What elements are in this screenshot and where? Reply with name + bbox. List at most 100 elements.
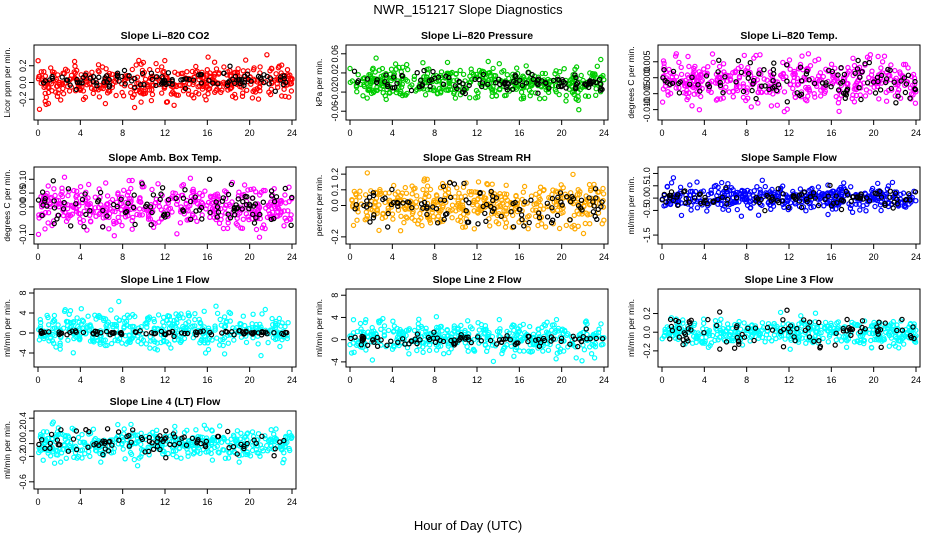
reference-point — [90, 78, 97, 85]
x-axis: 0 4 8 12 16 20 24 — [659, 243, 921, 262]
reference-point — [661, 67, 667, 73]
data-point — [443, 87, 449, 93]
data-point — [187, 175, 194, 181]
data-point — [497, 86, 503, 93]
reference-point — [93, 80, 100, 86]
data-point — [697, 71, 703, 78]
reference-point — [244, 193, 250, 200]
reference-point — [586, 78, 593, 85]
reference-point — [180, 195, 187, 201]
data-point — [452, 95, 459, 101]
reference-point — [399, 72, 405, 79]
reference-point — [554, 212, 561, 219]
data-point — [903, 78, 910, 85]
reference-point — [842, 95, 849, 102]
data-point — [45, 220, 51, 226]
reference-point — [225, 191, 232, 198]
data-point — [257, 79, 264, 86]
data-point — [225, 220, 231, 226]
data-point — [97, 194, 103, 200]
data-point — [399, 75, 406, 82]
data-point — [696, 106, 703, 113]
data-point — [748, 104, 755, 110]
reference-point — [662, 77, 668, 84]
data-point — [125, 189, 132, 195]
reference-point — [511, 78, 517, 85]
reference-point — [857, 74, 863, 80]
data-point — [441, 351, 447, 357]
data-point — [895, 82, 901, 88]
data-point — [220, 225, 227, 232]
data-point — [533, 191, 539, 197]
reference-point — [475, 221, 481, 227]
y-tick-label: 0.06 — [330, 45, 340, 63]
data-point — [222, 205, 228, 211]
data-point — [518, 89, 525, 95]
data-point — [878, 207, 884, 214]
data-point — [665, 88, 671, 95]
data-point — [199, 192, 205, 199]
data-point — [438, 69, 445, 75]
data-point — [241, 182, 248, 188]
reference-point — [756, 71, 762, 77]
reference-point — [887, 188, 894, 194]
data-point — [485, 58, 491, 65]
x-axis: 0 4 8 12 16 20 24 — [35, 243, 297, 262]
x-tick-label: 20 — [557, 128, 567, 138]
data-point — [402, 92, 408, 98]
data-point — [714, 96, 721, 102]
reference-point — [39, 189, 46, 195]
x-axis: 0 4 8 12 16 20 24 — [347, 243, 609, 262]
data-point — [585, 93, 592, 100]
data-point — [471, 226, 477, 232]
reference-point — [199, 216, 205, 222]
x-tick-label: 4 — [78, 375, 83, 385]
data-point — [678, 212, 685, 219]
x-tick-label: 12 — [472, 128, 482, 138]
reference-point — [149, 76, 155, 83]
reference-point — [271, 215, 277, 222]
data-point — [685, 53, 691, 60]
x-tick-label: 8 — [120, 128, 125, 138]
reference-point — [261, 79, 267, 86]
reference-point — [42, 198, 48, 204]
reference-point — [182, 187, 188, 193]
reference-point — [257, 211, 263, 218]
y-tick-label: 0.00 — [18, 198, 28, 216]
x-tick-label: 0 — [347, 252, 352, 262]
data-point — [716, 63, 723, 70]
data-point — [67, 212, 74, 219]
data-point — [701, 66, 707, 72]
data-point — [738, 63, 744, 70]
data-point — [185, 91, 192, 97]
data-point — [85, 313, 91, 319]
x-tick-label: 12 — [472, 252, 482, 262]
data-point — [661, 60, 667, 67]
data-point — [803, 84, 809, 91]
data-point — [128, 196, 134, 202]
data-point — [347, 65, 353, 72]
data-point — [587, 220, 593, 227]
data-point — [250, 311, 256, 317]
data-point — [76, 210, 82, 217]
reference-point — [517, 77, 523, 84]
y-tick-label: -0.2 — [18, 91, 28, 107]
data-point — [111, 232, 118, 239]
data-point — [872, 203, 878, 210]
data-point — [266, 203, 273, 209]
reference-point — [716, 57, 722, 64]
data-point — [691, 74, 697, 81]
data-points — [659, 51, 919, 115]
data-point — [248, 186, 254, 193]
data-point — [204, 66, 210, 73]
reference-point — [87, 207, 93, 214]
data-point — [492, 77, 498, 83]
data-point — [287, 81, 293, 87]
data-point — [844, 72, 850, 78]
data-point — [782, 336, 788, 342]
data-point — [43, 101, 49, 108]
reference-point — [87, 75, 93, 81]
reference-point — [79, 196, 86, 203]
data-point — [792, 94, 799, 100]
